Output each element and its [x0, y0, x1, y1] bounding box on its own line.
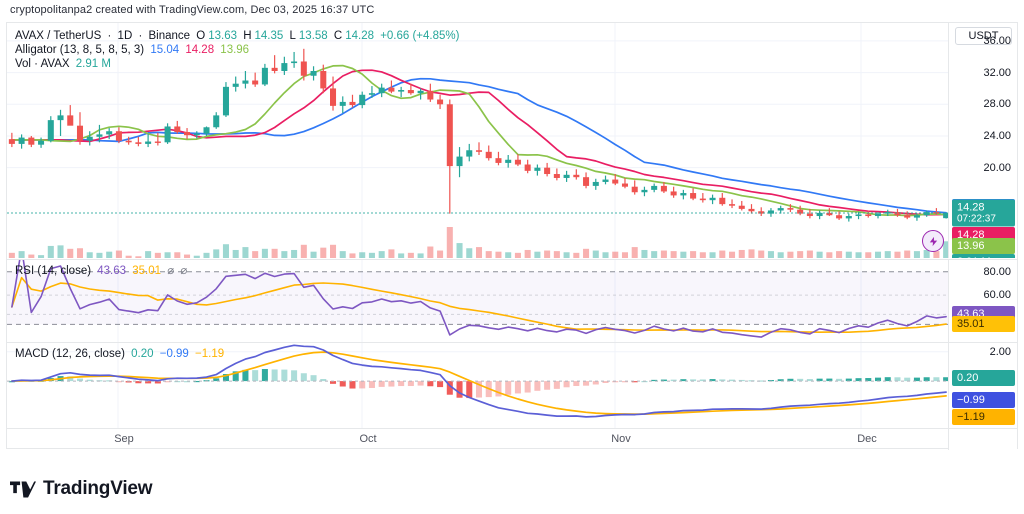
volume-value-label: 2.91 M — [952, 253, 1015, 258]
rsi-value: 43.63 — [97, 265, 127, 277]
price-tick-24: 24.00 — [983, 129, 1011, 142]
time-tick-oct: Oct — [359, 433, 377, 445]
time-axis-plot[interactable]: Sep Oct Nov Dec — [7, 429, 949, 450]
rsi-plot[interactable] — [7, 260, 949, 342]
macd-axis[interactable]: 2.00 0.20 −0.99 −1.19 — [948, 343, 1017, 428]
lightning-bolt-icon[interactable] — [922, 230, 945, 252]
price-tick-32: 32.00 — [983, 66, 1011, 79]
time-tick-dec: Dec — [857, 433, 877, 445]
macd-tick-2: 2.00 — [989, 345, 1011, 358]
tradingview-logo[interactable]: TradingView — [10, 478, 153, 500]
price-legend-row-volume: Vol · AVAX 2.91 M — [15, 57, 462, 71]
alligator-lips-value: 13.96 — [220, 44, 250, 56]
volume-value: 2.91 M — [75, 58, 111, 70]
macd-plot[interactable] — [7, 343, 949, 428]
macd-line-label: −0.99 — [952, 391, 1015, 408]
macd-signal-label: −1.19 — [952, 408, 1015, 425]
macd-title[interactable]: MACD (12, 26, close) — [15, 348, 125, 360]
close-label: C — [333, 30, 343, 42]
interval-label[interactable]: 1D — [117, 30, 133, 42]
last-price-label: 14.28 07:22:37 — [952, 199, 1015, 227]
time-tick-nov: Nov — [611, 433, 631, 445]
attribution-text: cryptopolitanpa2 created with TradingVie… — [10, 4, 375, 16]
symbol-name[interactable]: AVAX / TetherUS — [15, 30, 102, 42]
macd-hist-value: 0.20 — [131, 348, 154, 360]
close-value: 14.28 — [345, 30, 374, 42]
rsi-tick-60: 60.00 — [983, 289, 1011, 302]
alligator-lips-price-label: 13.96 — [952, 237, 1015, 254]
price-plot[interactable] — [7, 23, 949, 258]
high-label: H — [243, 30, 252, 42]
open-value: 13.63 — [208, 30, 237, 42]
rsi-axis[interactable]: 80.00 60.00 43.63 35.01 — [948, 260, 1017, 342]
open-label: O — [196, 30, 206, 42]
volume-title[interactable]: Vol · AVAX — [15, 58, 70, 70]
high-value: 14.35 — [254, 30, 284, 42]
macd-signal-value: −1.19 — [195, 348, 225, 360]
rsi-pane[interactable]: RSI (14, close) 43.63 35.01 ⌀ ⌀ 80.00 60.… — [7, 259, 1017, 342]
alligator-title[interactable]: Alligator (13, 8, 5, 8, 5, 3) — [15, 44, 145, 56]
time-axis-corner — [948, 429, 1017, 450]
rsi-empty-value-2: ⌀ — [180, 265, 188, 277]
alligator-teeth-value: 14.28 — [185, 44, 215, 56]
rsi-ma-value: 35.01 — [132, 265, 162, 277]
alligator-jaw-value: 15.04 — [150, 44, 180, 56]
rsi-ma-value-label: 35.01 — [952, 316, 1015, 333]
bar-countdown: 07:22:37 — [957, 213, 996, 225]
low-label: L — [289, 30, 296, 42]
rsi-tick-80: 80.00 — [983, 265, 1011, 278]
rsi-empty-value-1: ⌀ — [167, 265, 175, 277]
rsi-title[interactable]: RSI (14, close) — [15, 265, 92, 277]
price-tick-36: 36.00 — [983, 34, 1011, 47]
currency-badge[interactable]: USDT — [955, 27, 1012, 45]
tradingview-logo-icon — [10, 481, 36, 497]
tradingview-wordmark: TradingView — [43, 478, 153, 499]
macd-legend: MACD (12, 26, close) 0.20 −0.99 −1.19 — [15, 347, 227, 361]
exchange-label[interactable]: Binance — [148, 30, 191, 42]
price-change: +0.66 (+4.85%) — [380, 30, 460, 42]
low-value: 13.58 — [298, 30, 328, 42]
last-price-value: 14.28 — [957, 201, 985, 214]
rsi-legend: RSI (14, close) 43.63 35.01 ⌀ ⌀ — [15, 264, 190, 278]
price-tick-28: 28.00 — [983, 98, 1011, 111]
legend-sep-2: · — [138, 30, 143, 42]
price-legend-row-alligator: Alligator (13, 8, 5, 8, 5, 3) 15.04 14.2… — [15, 43, 462, 57]
macd-pane[interactable]: MACD (12, 26, close) 0.20 −0.99 −1.19 2.… — [7, 342, 1017, 428]
macd-histogram-label: 0.20 — [952, 370, 1015, 387]
macd-line-value: −0.99 — [159, 348, 189, 360]
price-tick-20: 20.00 — [983, 161, 1011, 174]
time-axis-pane[interactable]: Sep Oct Nov Dec — [7, 428, 1017, 450]
time-tick-sep: Sep — [114, 433, 134, 445]
legend-sep-1: · — [107, 30, 112, 42]
